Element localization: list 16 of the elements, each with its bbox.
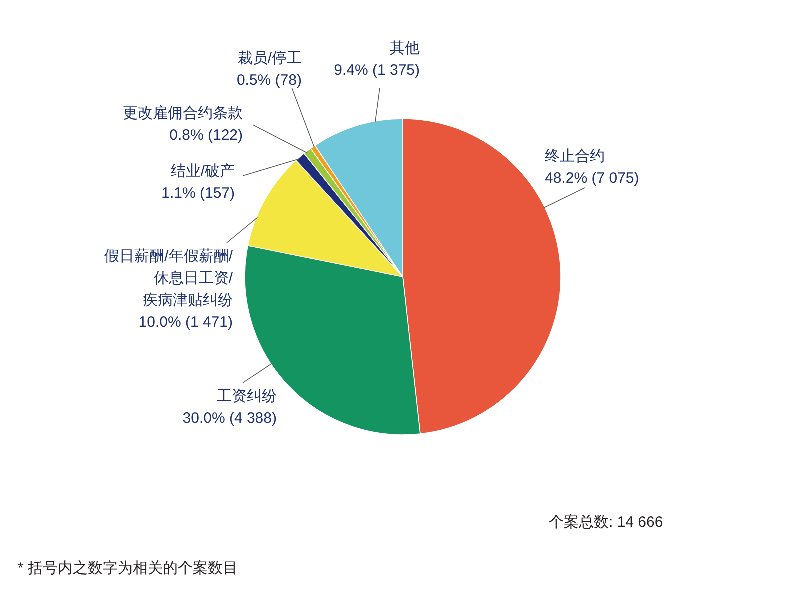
- text: * 括号内之数字为相关的个案数目: [18, 560, 238, 577]
- data-label: 10.0% (1 471): [138, 314, 233, 331]
- data-label: 0.5% (78): [236, 72, 302, 89]
- slice-label: 结业/破产: [170, 163, 235, 180]
- data-label: 30.0% (4 388): [182, 410, 277, 427]
- data-label: 0.8% (122): [170, 127, 244, 144]
- data-label: 48.2% (7 075): [545, 170, 640, 187]
- slice-label: 工资纠纷: [217, 388, 277, 405]
- data-label: 1.1% (157): [162, 185, 236, 202]
- slice-label: 其他: [390, 40, 420, 57]
- slice-label: 更改雇佣合约条款: [123, 105, 243, 122]
- slice-label: 裁员/停工: [238, 50, 302, 67]
- slice-label: 终止合约: [545, 148, 605, 165]
- text: 个案总数: 14 666: [549, 514, 664, 531]
- data-label: 9.4% (1 375): [334, 62, 420, 79]
- slice-label: 假日薪酬/年假薪酬/休息日工资/疾病津贴纠纷: [104, 248, 234, 309]
